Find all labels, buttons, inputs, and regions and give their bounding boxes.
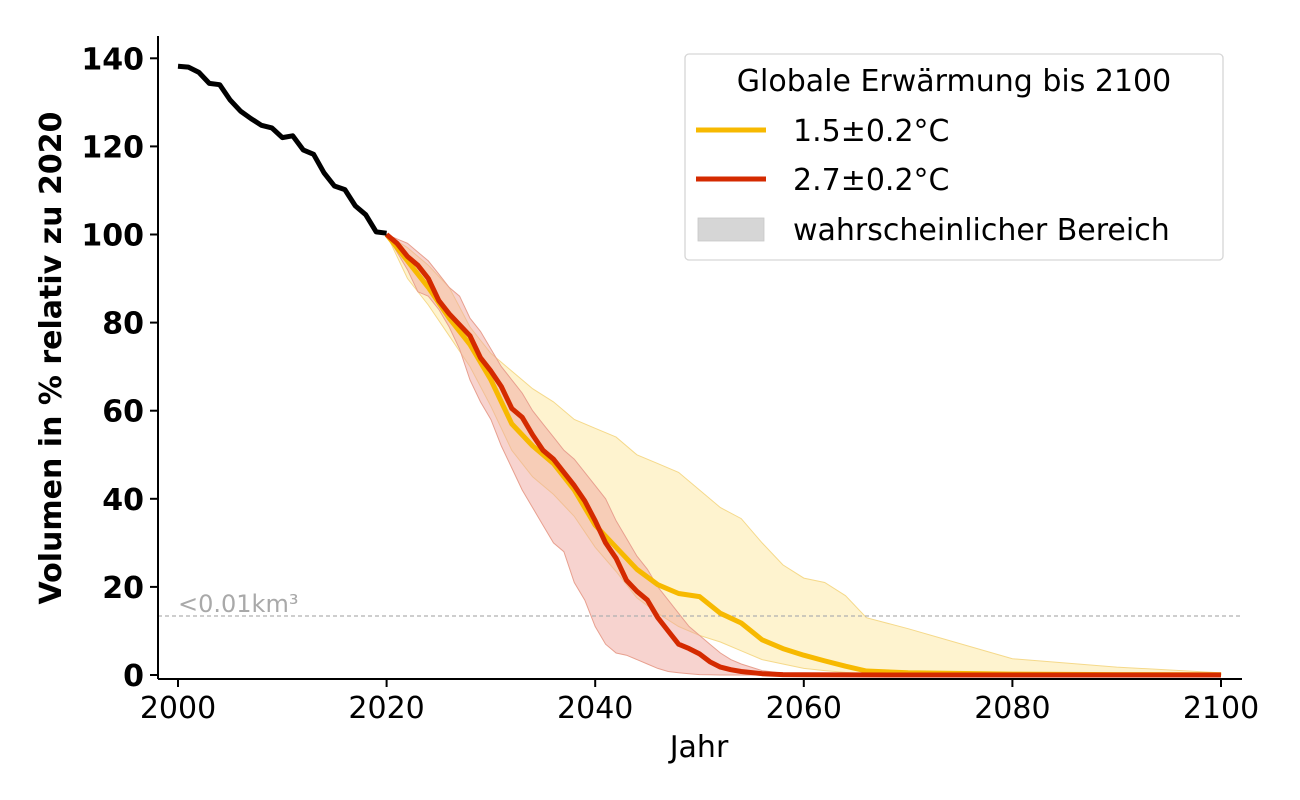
y-tick-label: 100 (81, 219, 144, 254)
y-tick-label: 120 (81, 130, 144, 165)
band-2-7-0-2-c (385, 233, 1221, 676)
y-tick-label: 140 (81, 42, 144, 77)
x-tick-label: 2020 (348, 691, 424, 726)
line-1-5-0-2-c (384, 232, 1222, 678)
x-tick-label: 2100 (1183, 691, 1259, 726)
legend-swatch-range (697, 217, 765, 242)
legend-label-1-5: 1.5±0.2°C (793, 114, 950, 149)
y-tick-label: 60 (102, 395, 144, 430)
series-lines (177, 63, 1222, 678)
uncertainty-bands (385, 233, 1222, 676)
x-tick-label: 2080 (974, 691, 1050, 726)
y-ticks: 0 20 40 60 80 100 120 140 (81, 42, 158, 694)
y-tick-label: 40 (102, 483, 144, 518)
x-ticks: 2000 2020 2040 2060 2080 2100 (140, 679, 1259, 726)
y-tick-label: 0 (123, 659, 144, 694)
legend-frame (684, 53, 1224, 261)
x-tick-label: 2060 (766, 691, 842, 726)
x-tick-label: 2000 (140, 691, 216, 726)
legend-label-2-7: 2.7±0.2°C (793, 163, 950, 198)
x-tick-label: 2040 (557, 691, 633, 726)
y-tick-label: 20 (102, 571, 144, 606)
threshold-label: <0.01km³ (178, 590, 298, 618)
legend-title: Globale Erwärmung bis 2100 (737, 64, 1171, 99)
legend: Globale Erwärmung bis 2100 1.5±0.2°C 2.7… (684, 53, 1224, 261)
threshold-line-group: <0.01km³ (158, 590, 1240, 618)
x-axis-label: Jahr (668, 730, 729, 765)
legend-label-range: wahrscheinlicher Bereich (793, 213, 1170, 248)
y-tick-label: 80 (102, 307, 144, 342)
y-axis-label: Volumen in % relativ zu 2020 (34, 112, 69, 605)
line-historisch (177, 63, 387, 236)
line-2-7-0-2-c (384, 232, 1221, 678)
